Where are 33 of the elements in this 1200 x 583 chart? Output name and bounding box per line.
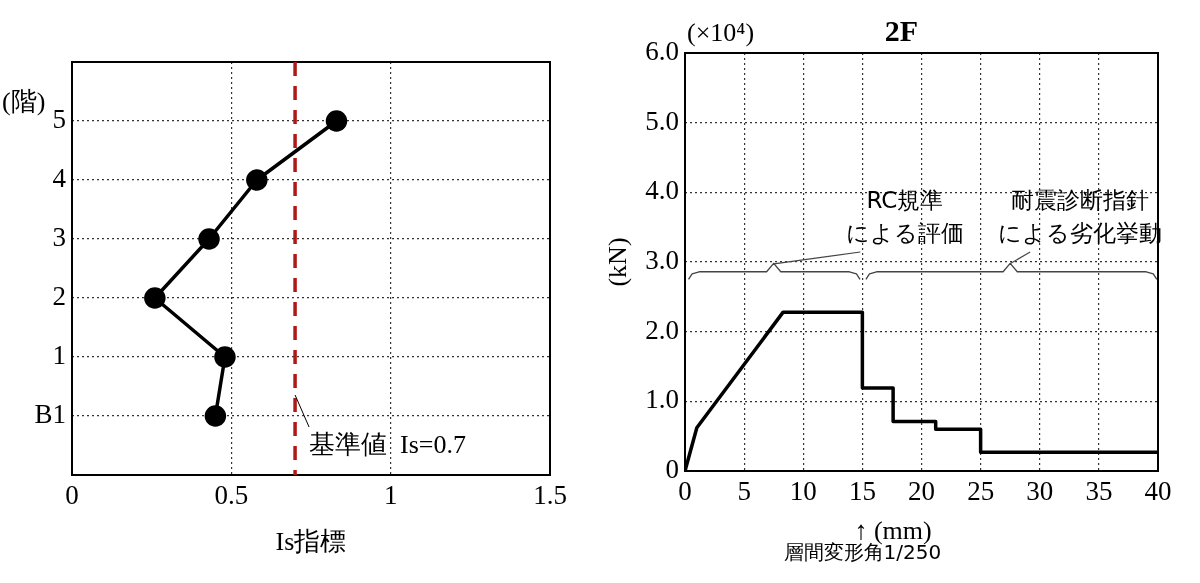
x-tick-label: 25 xyxy=(967,476,995,507)
x-tick-label: 20 xyxy=(908,476,935,507)
y-tick-label: 5 xyxy=(52,104,66,135)
x-tick-label: 10 xyxy=(789,476,817,507)
annotation: 耐震診断指針 xyxy=(1010,186,1149,213)
y-tick-label: 2.0 xyxy=(645,314,679,345)
chart-title: 2F xyxy=(884,14,919,47)
y-tick-label: 0 xyxy=(665,454,679,485)
y-tick-label: 4.0 xyxy=(645,175,679,206)
annotation: RC規準 xyxy=(866,186,944,213)
x-axis-title: Is指標 xyxy=(275,527,347,556)
y-tick-label: 1.0 xyxy=(645,384,679,415)
text: (×10⁴) xyxy=(687,18,755,47)
y-tick-label: 1 xyxy=(52,340,66,371)
y-tick-label: 2 xyxy=(52,281,66,312)
y-tick-label: 4 xyxy=(52,163,67,194)
x-tick-label: 15 xyxy=(848,476,876,507)
y-tick-label: 3 xyxy=(52,222,66,253)
x-tick-label: 30 xyxy=(1026,476,1054,507)
y-tick-label: 6.0 xyxy=(645,36,679,67)
x-tick-label: 5 xyxy=(737,476,751,507)
y-tick-label: 5.0 xyxy=(645,105,679,136)
x-tick-label: 35 xyxy=(1085,476,1113,507)
x-tick-label: 1 xyxy=(383,480,398,511)
y-tick-label: B1 xyxy=(34,399,66,430)
x-tick-label: 1.5 xyxy=(533,480,567,511)
x-tick-label: 0.5 xyxy=(214,480,249,511)
ref-line-label: 基準値 Is=0.7 xyxy=(309,430,467,459)
y-axis-title: (階) xyxy=(2,87,46,116)
y-tick-label: 3.0 xyxy=(645,245,679,276)
y-axis-title: (kN) xyxy=(603,237,632,287)
annotation: による評価 xyxy=(845,220,964,247)
x-tick-label: 40 xyxy=(1144,476,1172,507)
